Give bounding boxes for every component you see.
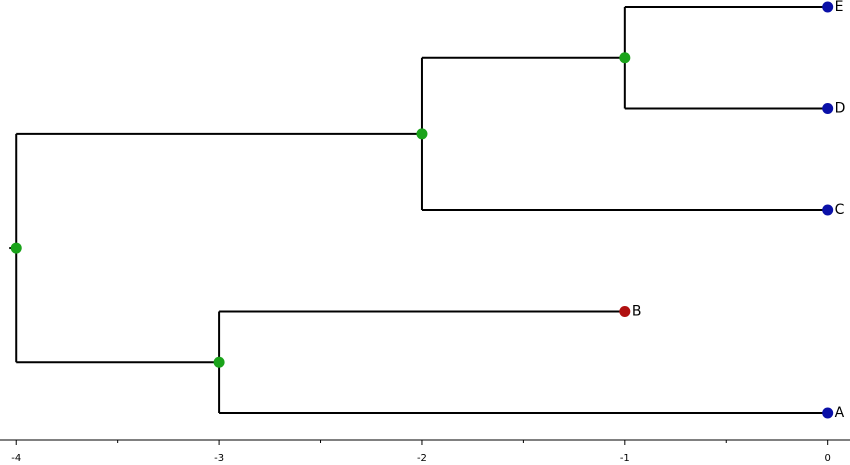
node (619, 52, 631, 64)
node (619, 306, 631, 317)
x-tick-label: -4 (11, 453, 21, 464)
leaf-label: C (835, 202, 845, 218)
x-tick-label: -3 (214, 453, 224, 464)
node (822, 407, 834, 419)
node (10, 242, 22, 254)
x-tick-label: 0 (824, 453, 830, 464)
x-tick-label: -2 (417, 453, 427, 464)
leaf-label: D (835, 101, 846, 117)
node (822, 103, 834, 114)
node (213, 356, 225, 368)
node (822, 204, 834, 216)
node (822, 1, 834, 13)
leaf-label: E (835, 0, 844, 15)
x-tick-label: -1 (620, 453, 630, 464)
leaf-label: A (835, 405, 845, 421)
node (416, 128, 428, 140)
leaf-label: B (632, 304, 642, 320)
